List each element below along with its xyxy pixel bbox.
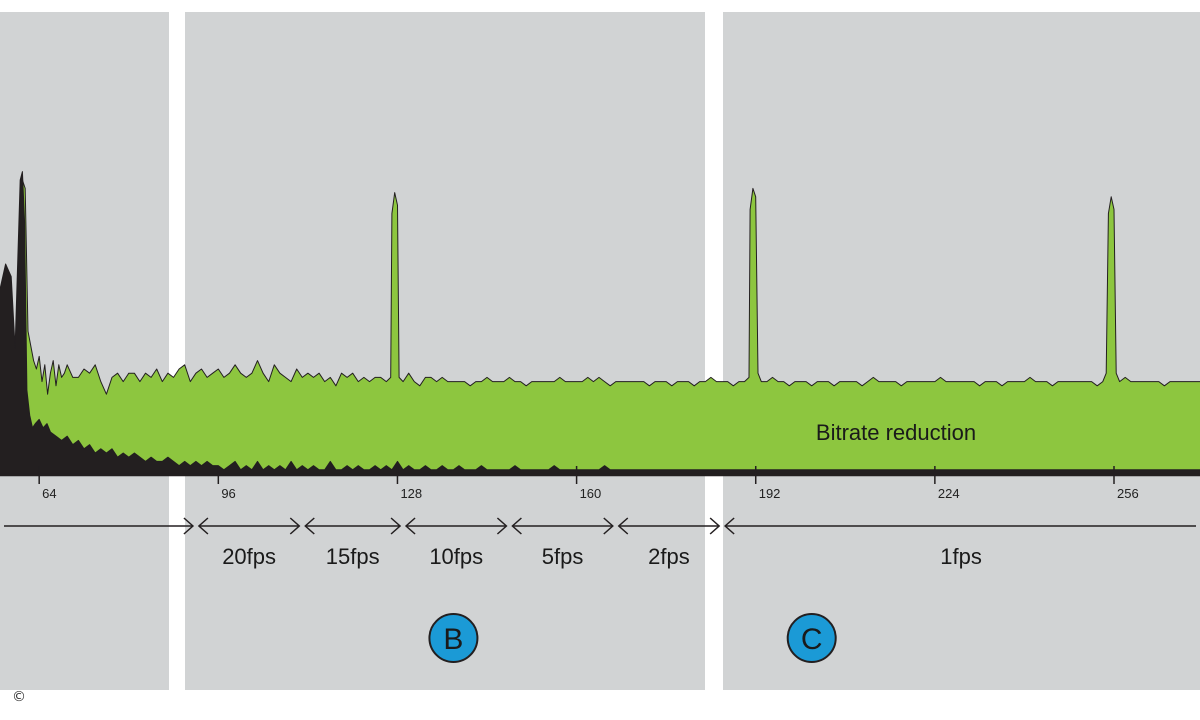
segment-15fps: 15fps: [304, 517, 402, 569]
segment-2fps: 2fps: [617, 517, 721, 569]
segment-label: 10fps: [429, 544, 483, 569]
arrow-left-icon: [404, 517, 416, 535]
arrow-right-icon: [289, 517, 301, 535]
segment-5fps: 5fps: [511, 517, 614, 569]
x-tick-label-224: 224: [938, 486, 960, 501]
segment-label: 15fps: [326, 544, 380, 569]
marker-B: B: [428, 613, 479, 663]
segment-start: [4, 517, 195, 535]
marker-C: C: [786, 613, 837, 663]
x-tick-label-128: 128: [400, 486, 422, 501]
x-axis: 64 96 128 160 192 224 256: [0, 466, 1200, 501]
arrow-left-icon: [724, 517, 735, 535]
x-tick-label-160: 160: [580, 486, 602, 501]
x-tick-label-64: 64: [42, 486, 56, 501]
segment-10fps: 10fps: [404, 517, 508, 569]
arrow-left-icon: [617, 517, 629, 535]
segment-label: 1fps: [940, 544, 982, 569]
arrow-right-icon: [603, 517, 614, 535]
arrow-left-icon: [197, 517, 209, 535]
segment-label: 2fps: [648, 544, 690, 569]
x-tick-label-192: 192: [759, 486, 781, 501]
arrow-right-icon: [390, 517, 402, 535]
arrow-left-icon: [511, 517, 522, 535]
x-tick-label-96: 96: [221, 486, 235, 501]
background-panels: [0, 12, 1200, 690]
arrow-right-icon: [183, 517, 195, 535]
series-areas: [0, 171, 1200, 475]
segment-1fps: 1fps: [724, 517, 1196, 569]
segment-label: 5fps: [542, 544, 584, 569]
panel-2: [185, 12, 705, 690]
arrow-left-icon: [304, 517, 315, 535]
bitrate-reduction-label: Bitrate reduction: [816, 420, 976, 445]
fps-segments: 20fps 15fps 10fps 5fps 2fps 1fps: [4, 517, 1196, 569]
marker-circle: [428, 613, 479, 663]
segment-20fps: 20fps: [197, 517, 301, 569]
copyright-icon: ©: [12, 689, 26, 705]
green-area-series: [0, 179, 1200, 475]
marker-circle: [786, 613, 837, 663]
marker-letter: B: [443, 623, 463, 656]
x-tick-label-256: 256: [1117, 486, 1139, 501]
arrow-right-icon: [496, 517, 508, 535]
black-area-series: [0, 171, 1200, 475]
marker-letter: C: [801, 623, 823, 656]
panel-3: [723, 12, 1200, 690]
segment-label: 20fps: [222, 544, 276, 569]
arrow-right-icon: [709, 517, 721, 535]
